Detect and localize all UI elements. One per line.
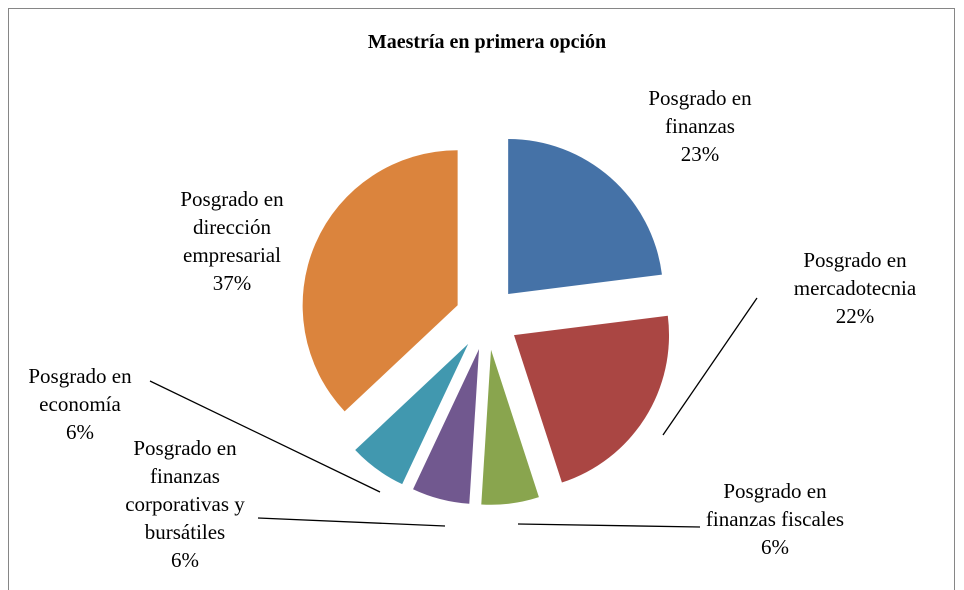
slice-label-line: Posgrado en xyxy=(723,479,827,503)
slice-label: Posgrado en finanzas fiscales 6% xyxy=(706,479,844,559)
leader-line xyxy=(517,523,701,528)
value-label: 6% xyxy=(761,535,789,559)
leader-line xyxy=(662,297,758,436)
slice-label: Posgrado en finanzas corporativas y bursáti… xyxy=(125,436,245,572)
slice-label: Posgrado en finanzas 23% xyxy=(648,86,752,166)
slice-label-line: Posgrado en xyxy=(648,86,752,110)
value-label: 23% xyxy=(681,142,720,166)
value-label: 37% xyxy=(213,271,252,295)
pie-slice xyxy=(413,348,480,504)
slice-label-line: economía xyxy=(39,392,121,416)
pie-slice xyxy=(355,343,469,485)
slice-label: Posgrado en mercadotecnia 22% xyxy=(794,248,917,328)
slice-label-line: Posgrado en xyxy=(133,436,237,460)
slice-label: Posgrado en dirección empresarial 37% xyxy=(180,187,284,295)
leader-line xyxy=(149,380,381,493)
pie-slice xyxy=(514,315,670,483)
slice-label-line: corporativas y xyxy=(125,492,245,516)
leader-line xyxy=(257,517,446,527)
value-label: 6% xyxy=(66,420,94,444)
pie-slice xyxy=(508,138,662,294)
slice-label-line: finanzas xyxy=(150,464,220,488)
slice-label-line: Posgrado en xyxy=(180,187,284,211)
slice-label: Posgrado en economía 6% xyxy=(28,364,132,444)
slice-label-line: Posgrado en xyxy=(803,248,907,272)
value-label: 22% xyxy=(836,304,875,328)
chart-title: Maestría en primera opción xyxy=(368,31,606,53)
slice-label-line: finanzas fiscales xyxy=(706,507,844,531)
pie-slice xyxy=(481,349,539,505)
chart-frame xyxy=(8,8,955,590)
slice-label-line: mercadotecnia xyxy=(794,276,917,300)
slice-label-line: Posgrado en xyxy=(28,364,132,388)
slice-label-line: finanzas xyxy=(665,114,735,138)
value-label: 6% xyxy=(171,548,199,572)
slice-label-line: bursátiles xyxy=(145,520,225,544)
slice-label-line: dirección xyxy=(193,215,272,239)
slice-label-line: empresarial xyxy=(183,243,281,267)
pie-slice xyxy=(302,150,458,412)
